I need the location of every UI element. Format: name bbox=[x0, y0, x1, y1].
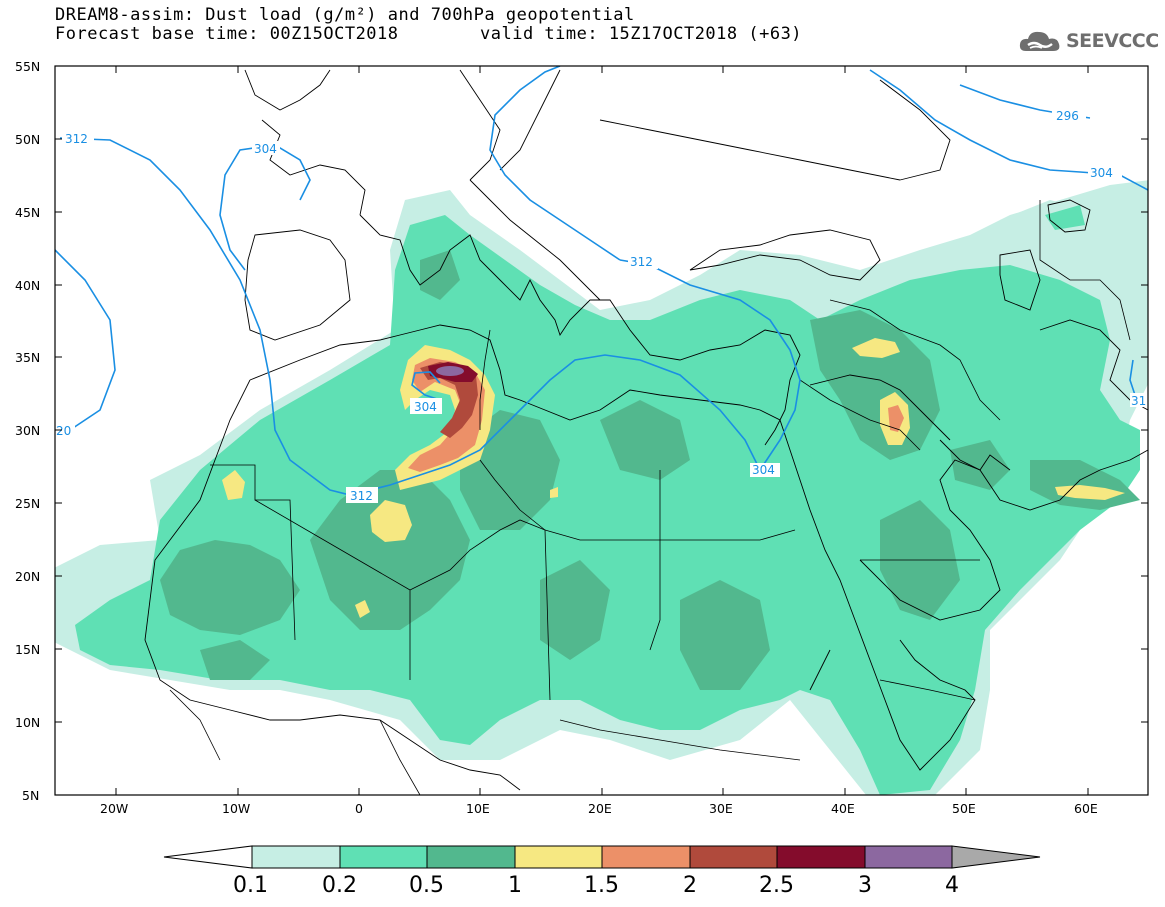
colorbar-bin bbox=[601, 845, 691, 869]
colorbar-bin bbox=[514, 845, 603, 869]
lon-label: 30E bbox=[709, 801, 733, 816]
colorbar-ticks: 0.1 0.2 0.5 1 1.5 2 2.5 3 4 bbox=[233, 873, 959, 898]
lat-label: 5N bbox=[22, 788, 39, 803]
colorbar-tick: 4 bbox=[945, 873, 959, 898]
colorbar-tick: 0.5 bbox=[409, 873, 444, 898]
lat-label: 20N bbox=[15, 569, 40, 584]
lat-label: 40N bbox=[15, 278, 40, 293]
lat-label: 10N bbox=[15, 715, 40, 730]
lat-label: 35N bbox=[15, 350, 40, 365]
colorbar-tick: 1 bbox=[508, 873, 522, 898]
valid-time: valid time: 15Z17OCT2018 (+63) bbox=[480, 24, 803, 44]
contour-label: 31 bbox=[1131, 394, 1146, 408]
colorbar-bin bbox=[426, 845, 516, 869]
lat-label: 45N bbox=[15, 205, 40, 220]
lon-label: 20E bbox=[588, 801, 612, 816]
colorbar-tick: 2 bbox=[683, 873, 697, 898]
logo-text: SEEVCCC bbox=[1066, 30, 1159, 52]
contour-label: 296 bbox=[1056, 109, 1079, 123]
lat-label: 15N bbox=[15, 642, 40, 657]
contour-label: 312 bbox=[630, 255, 653, 269]
contour-label: 304 bbox=[254, 142, 277, 156]
contour-label: 304 bbox=[752, 463, 775, 477]
map-field: 312 304 304 312 312 304 296 304 20 31 bbox=[55, 66, 1148, 795]
cloud-icon bbox=[1019, 31, 1060, 51]
lon-label: 10W bbox=[222, 801, 250, 816]
lat-label: 50N bbox=[15, 132, 40, 147]
contour-labels: 312 304 304 312 312 304 296 304 20 31 bbox=[55, 108, 1148, 503]
contour-label: 312 bbox=[65, 132, 88, 146]
dust-layer-dense bbox=[160, 250, 1140, 690]
coastlines bbox=[144, 69, 1148, 791]
colorbar-bin bbox=[251, 845, 341, 869]
contour-label: 312 bbox=[350, 489, 373, 503]
colorbar bbox=[163, 845, 1041, 869]
lat-label: 25N bbox=[15, 496, 40, 511]
lon-label: 0 bbox=[355, 801, 363, 816]
colorbar-bin bbox=[339, 845, 428, 869]
lon-label: 20W bbox=[100, 801, 128, 816]
colorbar-tick: 3 bbox=[858, 873, 872, 898]
lat-label: 55N bbox=[15, 59, 40, 74]
lon-label: 40E bbox=[831, 801, 855, 816]
contour-label: 20 bbox=[56, 424, 71, 438]
map-title: DREAM8-assim: Dust load (g/m²) and 700hP… bbox=[55, 5, 635, 25]
colorbar-low-arrow bbox=[163, 845, 253, 869]
lon-label: 50E bbox=[952, 801, 976, 816]
lon-label: 10E bbox=[466, 801, 490, 816]
colorbar-tick: 2.5 bbox=[759, 873, 794, 898]
contour-label: 304 bbox=[414, 400, 437, 414]
colorbar-tick: 0.1 bbox=[233, 873, 268, 898]
contour-label: 304 bbox=[1090, 166, 1113, 180]
colorbar-bin bbox=[776, 845, 866, 869]
lon-label: 60E bbox=[1074, 801, 1098, 816]
colorbar-bin bbox=[689, 845, 778, 869]
colorbar-high-arrow bbox=[951, 845, 1041, 869]
country-borders bbox=[169, 200, 1131, 795]
dust-layer-purple bbox=[436, 366, 464, 376]
colorbar-tick: 1.5 bbox=[584, 873, 619, 898]
latitude-axis: 55N 50N 45N 40N 35N 30N 25N 20N 15N 10N … bbox=[15, 59, 1148, 803]
seevccc-logo: SEEVCCC bbox=[1018, 28, 1159, 54]
longitude-axis: 20W 10W 0 10E 20E 30E 40E 50E 60E bbox=[100, 66, 1098, 816]
lat-label: 30N bbox=[15, 423, 40, 438]
forecast-base-time: Forecast base time: 00Z15OCT2018 bbox=[55, 24, 399, 44]
colorbar-tick: 0.2 bbox=[322, 873, 357, 898]
colorbar-bin bbox=[864, 845, 953, 869]
